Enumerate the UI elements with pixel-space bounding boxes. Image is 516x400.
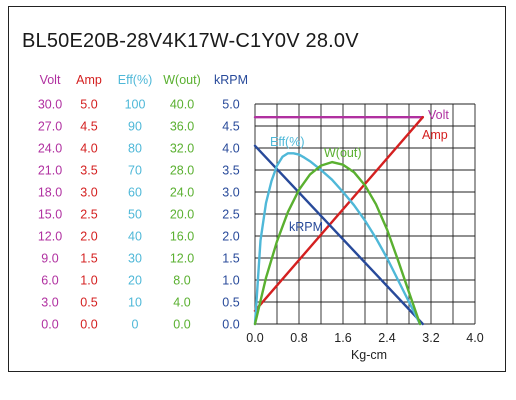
axis-tick-label: 90 (128, 120, 142, 134)
axis-tick-label: 18.0 (38, 186, 62, 200)
axis-tick-label: 16.0 (170, 230, 194, 244)
axis-tick-label: 0 (132, 318, 139, 332)
x-axis-label: Kg-cm (351, 348, 387, 362)
x-tick-label: 2.4 (378, 331, 395, 345)
series-label-krpm: kRPM (289, 220, 323, 234)
axis-tick-label: 70 (128, 164, 142, 178)
axis-header-volt: Volt (40, 73, 61, 87)
axis-tick-label: 50 (128, 208, 142, 222)
axis-tick-label: 3.0 (80, 186, 97, 200)
axis-tick-label: 28.0 (170, 164, 194, 178)
series-label-wout: W(out) (324, 146, 362, 160)
axis-tick-label: 2.5 (80, 208, 97, 222)
axis-tick-label: 0.0 (173, 318, 190, 332)
axis-tick-label: 1.5 (222, 252, 239, 266)
axis-tick-label: 9.0 (41, 252, 58, 266)
axis-tick-label: 4.0 (80, 142, 97, 156)
x-tick-label: 0.8 (290, 331, 307, 345)
series-line-eff (253, 152, 422, 326)
axis-tick-label: 0.0 (80, 318, 97, 332)
axis-tick-label: 20 (128, 274, 142, 288)
axis-tick-label: 3.0 (222, 186, 239, 200)
axis-tick-label: 10 (128, 296, 142, 310)
axis-tick-label: 6.0 (41, 274, 58, 288)
axis-tick-label: 2.0 (222, 230, 239, 244)
axis-tick-label: 12.0 (38, 230, 62, 244)
axis-tick-label: 27.0 (38, 120, 62, 134)
axis-tick-label: 0.5 (222, 296, 239, 310)
series-line-wout (253, 160, 422, 326)
axis-tick-label: 4.5 (80, 120, 97, 134)
axis-tick-label: 4.5 (222, 120, 239, 134)
axis-tick-label: 24.0 (170, 186, 194, 200)
axis-tick-label: 60 (128, 186, 142, 200)
axis-tick-label: 3.5 (222, 164, 239, 178)
axis-tick-label: 0.0 (41, 318, 58, 332)
axis-tick-label: 4.0 (173, 296, 190, 310)
axis-tick-label: 5.0 (222, 98, 239, 112)
x-tick-label: 3.2 (422, 331, 439, 345)
axis-tick-label: 0.0 (222, 318, 239, 332)
x-tick-label: 1.6 (334, 331, 351, 345)
axis-tick-label: 0.5 (80, 296, 97, 310)
x-tick-label: 0.0 (246, 331, 263, 345)
axis-tick-label: 30.0 (38, 98, 62, 112)
axis-tick-label: 40 (128, 230, 142, 244)
chart-title: BL50E20B-28V4K17W-C1Y0V 28.0V (22, 30, 359, 52)
axis-tick-label: 3.5 (80, 164, 97, 178)
axis-tick-label: 12.0 (170, 252, 194, 266)
axis-tick-label: 8.0 (173, 274, 190, 288)
series-label-amp: Amp (422, 128, 448, 142)
axis-header-wout: W(out) (163, 73, 201, 87)
axis-header-krpm: kRPM (214, 73, 248, 87)
series-label-volt: Volt (428, 108, 449, 122)
axis-tick-label: 32.0 (170, 142, 194, 156)
series-line-krpm (253, 144, 424, 326)
axis-tick-label: 3.0 (41, 296, 58, 310)
axis-tick-label: 20.0 (170, 208, 194, 222)
series-line-amp (253, 115, 424, 312)
axis-tick-label: 2.0 (80, 230, 97, 244)
axis-tick-label: 24.0 (38, 142, 62, 156)
axis-tick-label: 100 (125, 98, 146, 112)
series-label-eff: Eff(%) (270, 135, 305, 149)
axis-tick-label: 1.0 (80, 274, 97, 288)
axis-tick-label: 4.0 (222, 142, 239, 156)
axis-tick-label: 15.0 (38, 208, 62, 222)
axis-tick-label: 36.0 (170, 120, 194, 134)
axis-tick-label: 80 (128, 142, 142, 156)
axis-tick-label: 1.5 (80, 252, 97, 266)
x-tick-label: 4.0 (466, 331, 483, 345)
axis-header-amp: Amp (76, 73, 102, 87)
axis-tick-label: 5.0 (80, 98, 97, 112)
axis-tick-label: 21.0 (38, 164, 62, 178)
axis-tick-label: 40.0 (170, 98, 194, 112)
axis-tick-label: 30 (128, 252, 142, 266)
axis-tick-label: 2.5 (222, 208, 239, 222)
axis-tick-label: 1.0 (222, 274, 239, 288)
axis-header-eff: Eff(%) (118, 73, 153, 87)
